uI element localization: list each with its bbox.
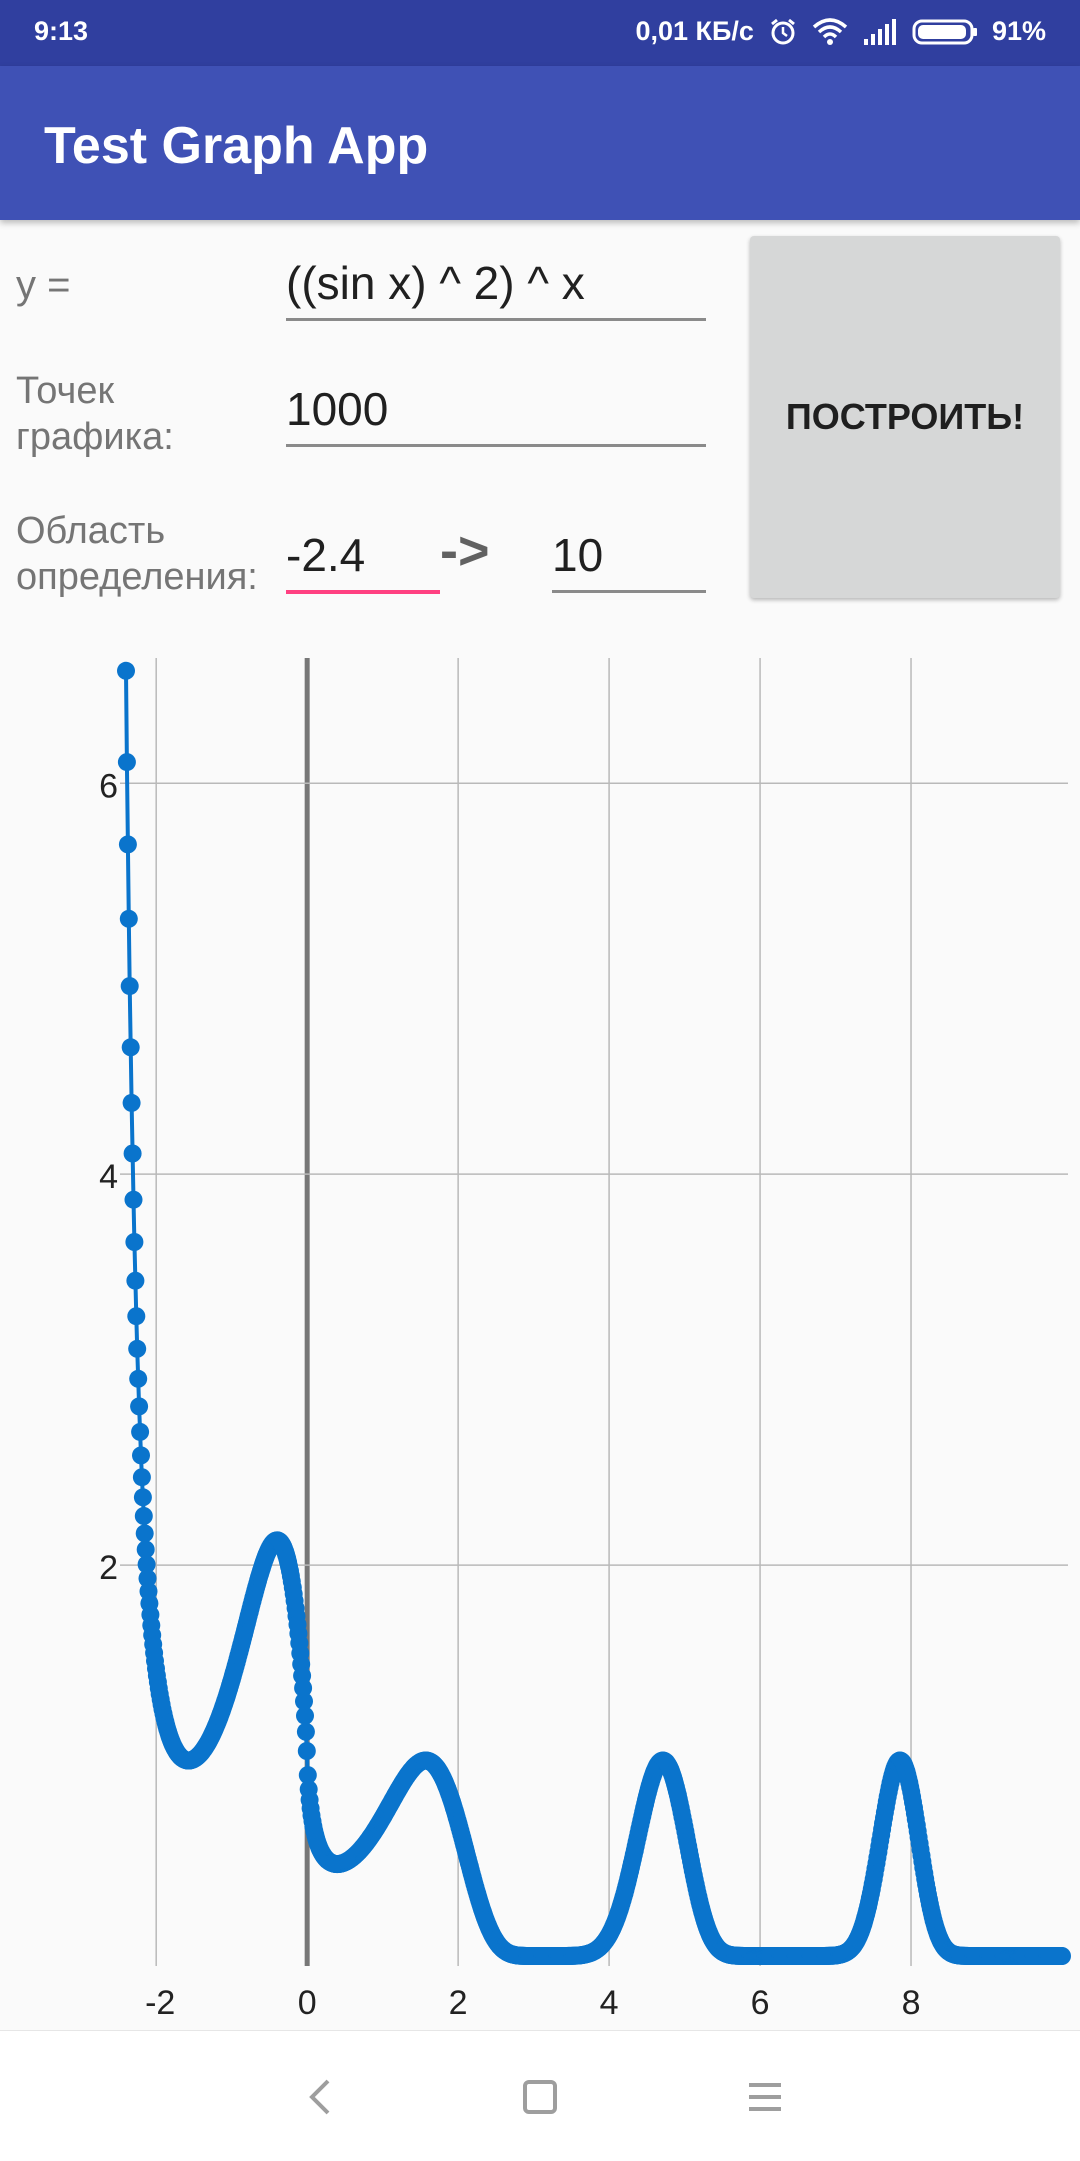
x-tick-label: 6 xyxy=(751,1984,770,2022)
data-point xyxy=(132,1446,150,1465)
data-point xyxy=(125,1233,144,1251)
points-label: Точек графика: xyxy=(16,370,174,458)
app-title: Test Graph App xyxy=(44,117,429,175)
status-icons: 0,01 КБ/с xyxy=(621,16,1046,47)
data-point xyxy=(294,1679,313,1697)
data-point xyxy=(131,1422,150,1441)
data-point xyxy=(135,1524,154,1543)
data-point xyxy=(117,661,135,680)
data-point xyxy=(130,1397,149,1416)
data-point xyxy=(118,835,137,854)
data-point xyxy=(296,1722,315,1741)
data-point xyxy=(133,1488,152,1507)
data-point xyxy=(121,1038,140,1057)
data-point xyxy=(119,909,138,928)
signal-icon xyxy=(862,17,898,47)
domain-arrow: -> xyxy=(440,521,490,581)
data-point xyxy=(122,1093,141,1112)
domain-to-input[interactable]: 10 xyxy=(552,520,706,593)
x-tick-label: 0 xyxy=(298,1984,317,2022)
data-point xyxy=(132,1468,151,1487)
back-icon[interactable] xyxy=(290,2067,350,2127)
data-point xyxy=(1053,1947,1071,1965)
x-tick-label: 8 xyxy=(902,1984,921,2022)
status-bar: 9:13 0,01 КБ/с xyxy=(0,0,1080,66)
data-point xyxy=(117,753,136,772)
data-point xyxy=(124,1190,143,1209)
data-point xyxy=(120,977,139,996)
data-point xyxy=(126,1271,145,1290)
wifi-icon xyxy=(812,17,848,47)
data-point xyxy=(134,1507,153,1525)
menu-icon[interactable] xyxy=(735,2067,795,2127)
data-point xyxy=(129,1369,148,1388)
nav-bar xyxy=(0,2030,1080,2161)
formula-label: y = xyxy=(16,263,71,307)
data-point xyxy=(128,1339,147,1358)
alarm-icon xyxy=(768,17,798,47)
app-bar: Test Graph App xyxy=(0,66,1080,220)
data-point xyxy=(136,1540,155,1559)
y-tick-label: 2 xyxy=(99,1549,118,1587)
domain-label: Область определения: xyxy=(16,510,258,598)
data-point xyxy=(138,1569,157,1588)
status-time: 9:13 xyxy=(34,16,89,46)
data-point xyxy=(297,1742,316,1760)
build-button[interactable]: ПОСТРОИТЬ! xyxy=(750,236,1060,598)
data-point xyxy=(137,1555,156,1574)
data-point xyxy=(298,1766,317,1785)
data-point xyxy=(296,1706,314,1725)
formula-input[interactable]: ((sin x) ^ 2) ^ x xyxy=(286,248,706,321)
x-tick-label: 2 xyxy=(449,1984,468,2022)
domain-from-input[interactable]: -2.4 xyxy=(286,520,440,594)
y-tick-label: 4 xyxy=(99,1158,118,1196)
x-tick-label: -2 xyxy=(145,1984,175,2022)
battery-percent: 91% xyxy=(991,16,1046,46)
network-speed: 0,01 КБ/с xyxy=(635,16,754,46)
data-point xyxy=(127,1307,146,1326)
x-tick-label: 4 xyxy=(600,1984,619,2022)
battery-icon xyxy=(912,17,978,47)
home-icon[interactable] xyxy=(510,2067,570,2127)
data-point xyxy=(123,1144,142,1163)
function-graph[interactable]: -2 0 2 4 6 8 2 4 6 xyxy=(0,640,1080,2030)
y-tick-label: 6 xyxy=(99,767,118,805)
function-curve xyxy=(124,670,1062,1958)
data-point xyxy=(295,1692,313,1711)
points-input[interactable]: 1000 xyxy=(286,374,706,447)
